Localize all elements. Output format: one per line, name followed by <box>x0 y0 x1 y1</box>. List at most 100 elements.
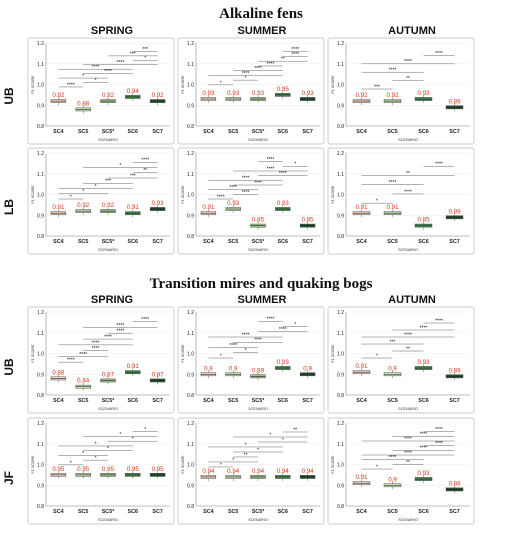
value-label: 0.95 <box>77 466 90 473</box>
x-tick-label: SC6 <box>128 239 139 245</box>
significance-label: **** <box>79 352 87 358</box>
y-axis-title: F1 SCORE <box>31 185 35 204</box>
y-tick-label: 0.8 <box>37 393 44 399</box>
y-tick-label: 1.2 <box>37 151 44 157</box>
y-tick-label: 0.8 <box>337 504 344 510</box>
significance-label: * <box>232 457 234 463</box>
x-tick-label: SC7 <box>302 129 313 135</box>
significance-label: **** <box>67 82 75 88</box>
y-tick-label: 1.2 <box>337 310 344 316</box>
panel-frame <box>177 37 325 145</box>
significance-label: ** <box>143 168 147 174</box>
x-axis-title: SCENARIO <box>398 407 418 411</box>
y-tick-label: 0.8 <box>187 504 194 510</box>
panel-frame <box>27 37 175 145</box>
x-axis-title: SCENARIO <box>248 138 268 142</box>
significance-label: **** <box>420 325 428 331</box>
x-tick-label: SC6 <box>278 129 289 135</box>
y-tick-label: 0.8 <box>187 393 194 399</box>
x-tick-label: SC5* <box>252 239 265 245</box>
value-label: 0.94 <box>252 468 265 475</box>
panel-frame <box>177 147 325 255</box>
value-label: 0.92 <box>52 92 65 99</box>
y-tick-label: 1.1 <box>37 442 44 448</box>
x-tick-label: SC5 <box>78 509 89 515</box>
y-tick-label: 1.2 <box>337 151 344 157</box>
season-label-autumn-2: AUTUMN <box>388 294 436 306</box>
significance-label: **** <box>404 450 412 456</box>
significance-label: **** <box>389 180 397 186</box>
y-axis-title: F1 SCORE <box>31 344 35 363</box>
x-tick-label: SC5 <box>78 398 89 404</box>
y-tick-label: 1.1 <box>187 62 194 68</box>
x-tick-label: SC5 <box>387 398 398 404</box>
significance-label: ** <box>244 452 248 458</box>
value-label: 0.95 <box>102 466 115 473</box>
y-tick-label: 0.8 <box>337 234 344 240</box>
significance-label: * <box>245 442 247 448</box>
x-tick-label: SC6 <box>278 239 289 245</box>
row-label-jf: JF <box>2 471 16 485</box>
significance-label: **** <box>404 59 412 65</box>
y-tick-label: 1.2 <box>37 310 44 316</box>
y-axis-title: F1 SCORE <box>331 185 335 204</box>
x-tick-label: SC4 <box>203 129 214 135</box>
value-label: 0.9 <box>388 365 397 372</box>
section-title-transition-mires: Transition mires and quaking bogs <box>150 276 373 292</box>
significance-label: * <box>82 451 84 457</box>
season-label-summer-2: SUMMER <box>238 294 287 306</box>
x-axis-title: SCENARIO <box>398 518 418 522</box>
significance-label: **** <box>404 189 412 195</box>
y-tick-label: 0.9 <box>337 483 344 489</box>
y-tick-label: 1.0 <box>37 83 44 89</box>
value-label: 0.93 <box>227 200 240 207</box>
panel-frame <box>27 417 175 525</box>
x-tick-label: SC4 <box>53 398 64 404</box>
significance-label: **** <box>404 436 412 442</box>
value-label: 0.89 <box>448 367 461 374</box>
value-label: 0.93 <box>277 359 290 366</box>
value-label: 0.9 <box>303 365 312 372</box>
value-label: 0.93 <box>417 470 430 477</box>
value-label: 0.94 <box>277 468 290 475</box>
y-tick-label: 0.8 <box>37 124 44 130</box>
value-label: 0.94 <box>227 468 240 475</box>
panel-frame <box>177 417 325 525</box>
x-tick-label: SC7 <box>302 398 313 404</box>
x-tick-label: SC7 <box>449 398 460 404</box>
significance-label: **** <box>267 157 275 163</box>
x-tick-label: SC7 <box>302 239 313 245</box>
x-tick-label: SC4 <box>356 239 367 245</box>
significance-label: * <box>376 464 378 470</box>
significance-label: * <box>269 432 271 438</box>
significance-label: **** <box>404 332 412 338</box>
significance-label: *** <box>142 47 148 53</box>
significance-label: * <box>376 353 378 359</box>
season-label-summer: SUMMER <box>238 25 287 37</box>
x-tick-label: SC7 <box>449 239 460 245</box>
x-tick-label: SC6 <box>418 129 429 135</box>
value-label: 0.91 <box>127 363 140 370</box>
x-tick-label: SC5* <box>102 129 115 135</box>
value-label: 0.92 <box>152 92 165 99</box>
significance-label: **** <box>279 327 287 333</box>
x-tick-label: SC5* <box>102 398 115 404</box>
significance-label: **** <box>291 47 299 53</box>
x-tick-label: SC7 <box>449 129 460 135</box>
significance-label: * <box>220 353 222 359</box>
y-axis-title: F1 SCORE <box>181 185 185 204</box>
significance-label: **** <box>92 346 100 352</box>
x-tick-label: SC6 <box>418 398 429 404</box>
significance-label: **** <box>242 332 250 338</box>
value-label: 0.95 <box>52 466 65 473</box>
x-tick-label: SC5 <box>387 129 398 135</box>
y-tick-label: 0.9 <box>37 483 44 489</box>
y-tick-label: 1.1 <box>187 172 194 178</box>
significance-label: **** <box>420 432 428 438</box>
significance-label: ** <box>406 171 410 177</box>
y-tick-label: 1.2 <box>37 41 44 47</box>
y-tick-label: 1.2 <box>37 421 44 427</box>
y-tick-label: 1.0 <box>37 463 44 469</box>
y-tick-label: 1.0 <box>37 352 44 358</box>
y-tick-label: 1.2 <box>187 41 194 47</box>
